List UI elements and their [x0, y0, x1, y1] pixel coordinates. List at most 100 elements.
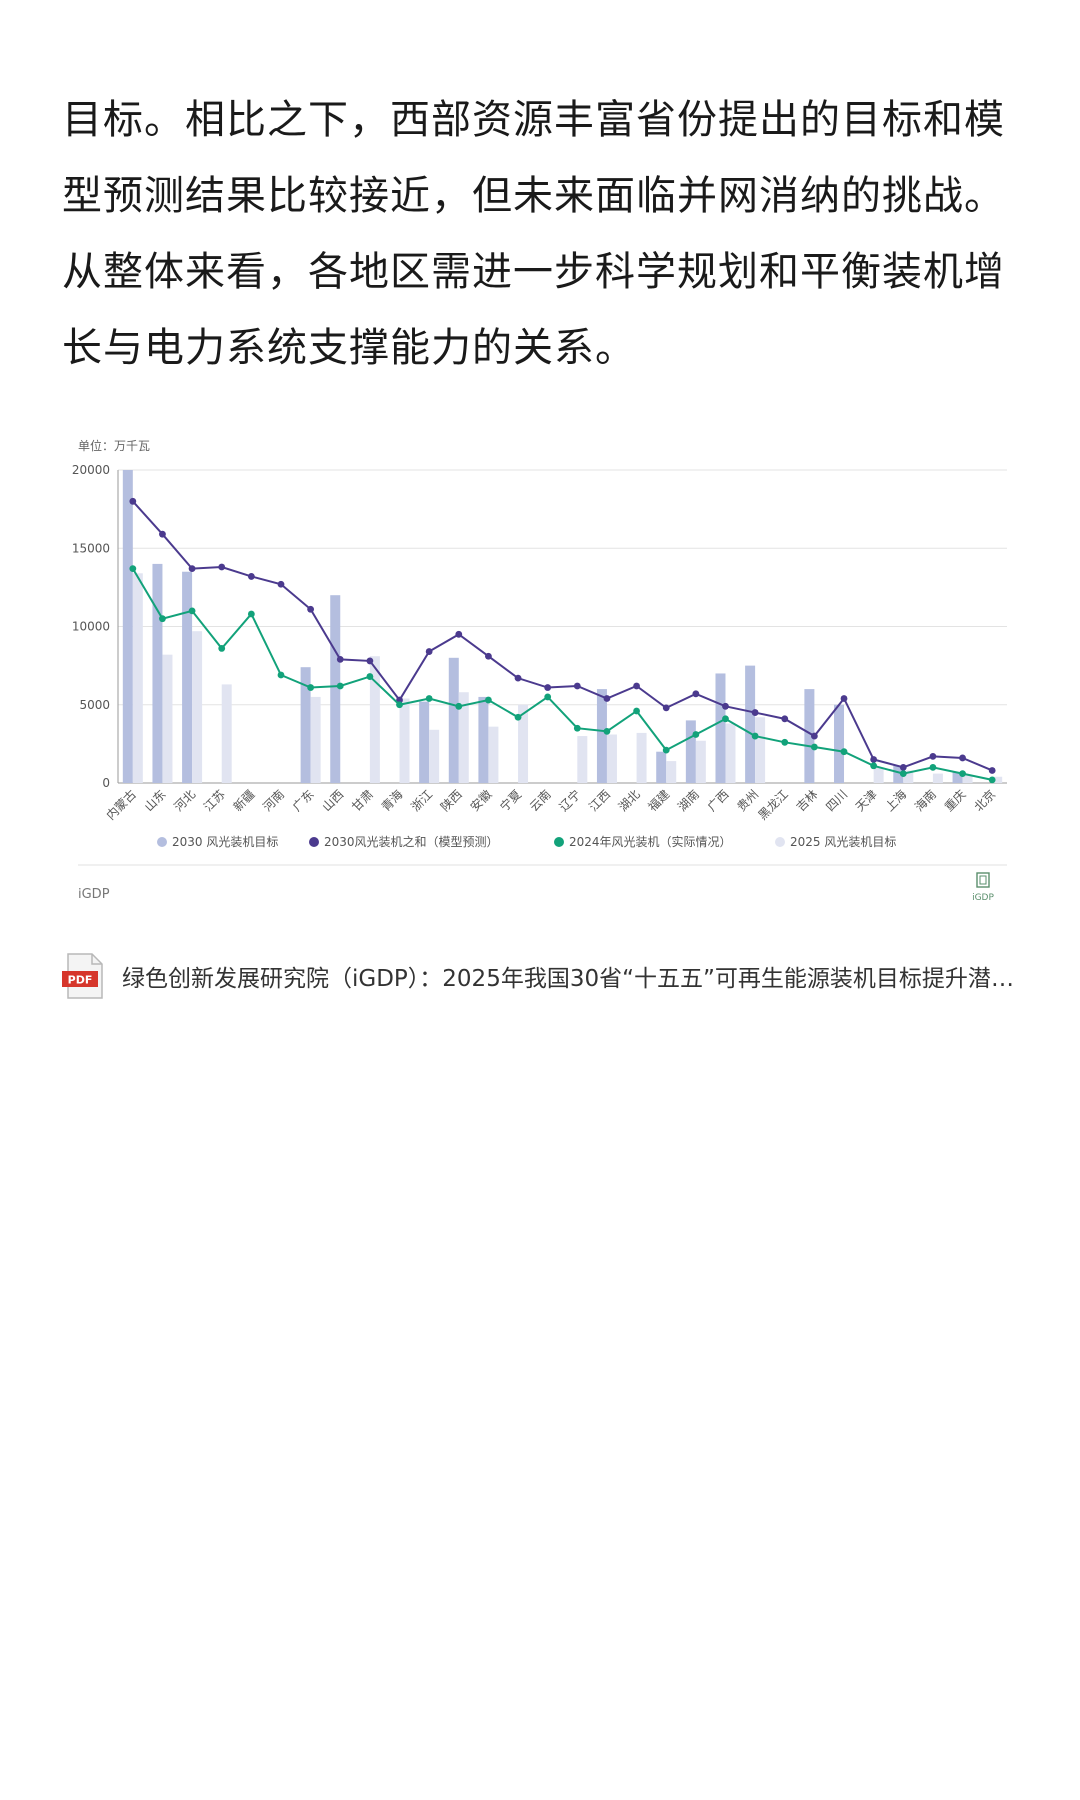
point-0-0	[129, 497, 137, 505]
bar-浙江-1	[429, 729, 440, 783]
point-0-18	[662, 704, 670, 712]
x-tick-label: 福建	[645, 787, 673, 815]
bar-江西-0	[596, 689, 607, 783]
bar-重庆-1	[962, 775, 973, 783]
bar-陕西-1	[458, 692, 469, 783]
bar-福建-0	[656, 751, 667, 783]
x-tick-label: 浙江	[408, 787, 435, 814]
bar-上海-1	[903, 770, 914, 783]
x-axis-ticks: 内蒙古 山东 河北 江苏 新疆 河南 广东 山西 甘肃 青海 浙江 陕西 安徽 宁夏 云南 辽宁 江西 湖北 福建湖…	[103, 787, 998, 823]
bar-浙江-0	[419, 701, 430, 783]
y-tick-label: 0	[102, 776, 110, 790]
bar-上海-0	[893, 765, 904, 783]
legend-label: 2030 风光装机目标	[172, 835, 278, 849]
bar-福建-1	[666, 761, 677, 783]
x-tick-label: 甘肃	[349, 787, 376, 814]
series-line-1	[131, 568, 993, 781]
bar-湖北-1	[636, 732, 647, 783]
x-tick-label: 江苏	[201, 787, 228, 814]
x-tick-label: 广西	[705, 787, 732, 814]
bar-山东-1	[162, 654, 173, 783]
legend-swatch	[554, 837, 564, 847]
point-1-9	[396, 701, 403, 709]
point-0-1	[159, 530, 166, 538]
point-1-23	[810, 743, 818, 751]
point-0-20	[722, 702, 729, 710]
x-tick-label: 湖南	[674, 787, 702, 815]
pdf-attachment-link[interactable]: PDF 绿色创新发展研究院（iGDP）：2025年我国30省“十五五”可再生能源…	[62, 946, 1030, 1006]
point-0-6	[307, 605, 315, 613]
point-0-29	[988, 767, 996, 774]
x-tick-label: 青海	[378, 787, 406, 815]
point-1-0	[129, 565, 137, 572]
point-1-29	[988, 776, 996, 784]
point-0-12	[485, 652, 492, 660]
x-tick-label: 陕西	[437, 787, 465, 815]
point-0-19	[692, 690, 700, 698]
x-tick-label: 内蒙古	[103, 787, 139, 823]
bar-贵州-1	[755, 717, 766, 783]
bar-青海-1	[399, 698, 410, 783]
legend-swatch	[775, 837, 785, 847]
bar-重庆-0	[952, 772, 963, 783]
point-1-16	[603, 727, 611, 735]
point-0-21	[751, 709, 759, 716]
x-tick-label: 湖北	[615, 787, 643, 815]
combo-chart: 单位：万千瓦 0 5000 10000 15000 20000 内蒙古 山东 河北 江苏 新疆河…	[72, 438, 1007, 903]
point-0-8	[366, 657, 374, 665]
article-paragraph: 目标。相比之下，西部资源丰富省份提出的目标和模型预测结果比较接近，但未来面临并网…	[62, 97, 1005, 371]
point-0-10	[425, 648, 433, 655]
point-0-26	[899, 763, 907, 771]
point-1-11	[455, 702, 463, 710]
y-tick-label: 5000	[79, 698, 110, 712]
igdp-logo-text: iGDP	[972, 893, 994, 903]
point-0-25	[870, 756, 878, 763]
point-0-24	[840, 695, 848, 702]
x-tick-label: 新疆	[230, 787, 258, 815]
bar-河北-1	[192, 631, 203, 783]
point-1-1	[159, 615, 166, 623]
point-1-19	[692, 731, 700, 738]
point-1-3	[218, 645, 226, 652]
y-tick-label: 20000	[72, 463, 110, 477]
point-0-7	[336, 655, 344, 663]
y-axis-ticks: 0 5000 10000 15000 20000	[72, 463, 110, 790]
x-tick-label: 江西	[586, 787, 613, 814]
point-1-25	[870, 762, 878, 770]
series-line-0	[132, 500, 993, 772]
lines	[129, 497, 996, 784]
point-1-20	[722, 715, 729, 723]
point-1-2	[188, 607, 196, 615]
pdf-title[interactable]: 绿色创新发展研究院（iGDP）：2025年我国30省“十五五”可再生能源装机目标…	[122, 966, 1030, 992]
legend-label: 2024年风光装机（实际情况）	[569, 834, 732, 849]
bar-河北-0	[182, 571, 193, 783]
gridlines	[117, 469, 1007, 784]
bar-广东-0	[300, 667, 311, 783]
bar-内蒙古-0	[122, 470, 133, 783]
bar-山西-0	[330, 595, 341, 783]
chart-card: 单位：万千瓦 0 5000 10000 15000 20000 内蒙古 山东 河北 江苏 新疆河…	[62, 418, 1020, 916]
point-1-21	[751, 732, 759, 740]
x-tick-label: 海南	[911, 787, 939, 815]
point-1-8	[366, 673, 374, 680]
x-tick-label: 吉林	[794, 787, 821, 814]
x-tick-label: 北京	[971, 787, 998, 814]
x-tick-label: 上海	[882, 787, 910, 815]
point-1-6	[307, 684, 315, 691]
bar-宁夏-1	[518, 704, 529, 783]
bar-广西-0	[715, 673, 726, 783]
x-tick-label: 安徽	[467, 787, 495, 815]
x-tick-label: 宁夏	[497, 787, 525, 815]
legend-swatch	[309, 837, 319, 847]
point-1-7	[336, 682, 344, 690]
point-1-15	[573, 724, 581, 732]
legend-label: 2030风光装机之和（模型预测）	[324, 835, 499, 849]
x-tick-label: 四川	[823, 787, 850, 814]
bar-山东-0	[152, 563, 163, 783]
point-0-13	[514, 674, 522, 682]
bar-湖南-1	[695, 740, 706, 783]
point-1-26	[899, 770, 907, 778]
point-1-5	[277, 671, 285, 679]
point-1-24	[840, 748, 848, 756]
point-0-17	[633, 682, 640, 690]
